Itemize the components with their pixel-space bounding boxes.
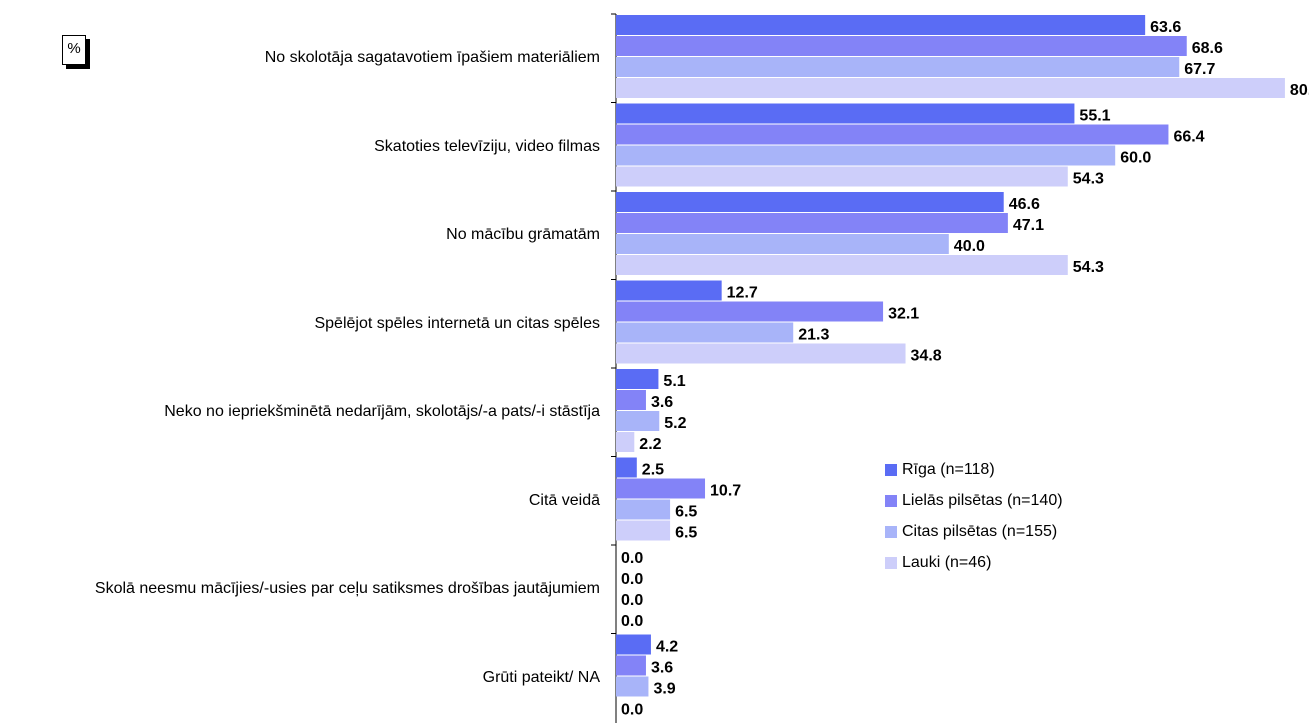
- category-label: Skolā neesmu mācījies/-usies par ceļu sa…: [94, 580, 600, 598]
- value-label: 12.7: [727, 285, 758, 302]
- value-label: 47.1: [1013, 217, 1044, 234]
- bar: [616, 78, 1285, 98]
- legend-label: Citas pilsētas (n=155): [902, 523, 1057, 540]
- value-label: 40.0: [954, 238, 985, 255]
- bar: [616, 36, 1187, 56]
- category-label: Skatoties televīziju, video filmas: [374, 137, 600, 155]
- value-label: 46.6: [1009, 196, 1040, 213]
- value-label: 2.5: [642, 462, 664, 479]
- value-label: 6.5: [675, 504, 697, 521]
- legend-swatch: [885, 495, 897, 507]
- value-label: 10.7: [710, 483, 741, 500]
- value-label: 66.4: [1173, 129, 1204, 146]
- bar: [616, 103, 1075, 124]
- bar: [616, 145, 1116, 166]
- legend-label: Lauki (n=46): [902, 554, 991, 571]
- bar: [616, 301, 884, 322]
- category-label: Grūti pateikt/ NA: [482, 668, 600, 686]
- bar: [616, 634, 651, 655]
- category-label: No skolotāja sagatavotiem īpašiem materi…: [264, 49, 600, 67]
- value-label: 0.0: [621, 592, 643, 609]
- value-label: 5.1: [663, 373, 685, 390]
- category-label: Neko no iepriekšminētā nedarījām, skolot…: [164, 403, 600, 421]
- value-label: 34.8: [911, 348, 942, 365]
- value-label: 68.6: [1192, 40, 1223, 57]
- value-label: 0.0: [621, 571, 643, 588]
- bar: [616, 234, 949, 254]
- value-label: 3.6: [651, 660, 673, 677]
- value-label: 54.3: [1073, 171, 1104, 188]
- value-label: 0.0: [621, 613, 643, 630]
- value-label: 0.0: [621, 550, 643, 567]
- bar: [616, 676, 649, 697]
- value-label: 21.3: [798, 327, 829, 344]
- bar: [616, 432, 635, 452]
- legend-swatch: [885, 526, 897, 538]
- bar: [616, 255, 1068, 275]
- bar: [616, 499, 671, 520]
- value-label: 63.6: [1150, 19, 1181, 36]
- bar: [616, 213, 1008, 233]
- bar: [616, 655, 646, 676]
- bar: [616, 369, 659, 389]
- value-label: 55.1: [1079, 108, 1110, 125]
- value-label: 2.2: [639, 436, 661, 453]
- bar: [616, 343, 906, 364]
- bar: [616, 411, 660, 431]
- bar: [616, 124, 1169, 145]
- bar: [616, 192, 1004, 212]
- bar: [616, 520, 671, 541]
- bar: [616, 166, 1068, 187]
- bar: [616, 457, 637, 478]
- value-label: 80.4: [1290, 82, 1309, 99]
- category-label: No mācību grāmatām: [446, 226, 600, 244]
- value-label: 54.3: [1073, 259, 1104, 276]
- value-label: 60.0: [1120, 150, 1151, 167]
- category-label: Citā veidā: [528, 491, 600, 509]
- legend-swatch: [885, 464, 897, 476]
- unit-box: %: [62, 35, 86, 65]
- value-label: 5.2: [664, 415, 686, 432]
- bar: [616, 390, 646, 410]
- bar: [616, 15, 1146, 35]
- legend-swatch: [885, 557, 897, 569]
- value-label: 3.9: [653, 681, 675, 698]
- bar: [616, 57, 1180, 77]
- bar: [616, 322, 794, 343]
- bar: [616, 280, 722, 301]
- category-label: Spēlējot spēles internetā un citas spēle…: [314, 314, 600, 332]
- value-label: 32.1: [888, 306, 919, 323]
- value-label: 4.2: [656, 639, 678, 656]
- bar: [616, 478, 706, 499]
- legend-label: Lielās pilsētas (n=140): [902, 492, 1063, 509]
- legend-label: Rīga (n=118): [902, 461, 995, 478]
- value-label: 3.6: [651, 394, 673, 411]
- value-label: 6.5: [675, 525, 697, 542]
- value-label: 67.7: [1184, 61, 1215, 78]
- value-label: 0.0: [621, 702, 643, 719]
